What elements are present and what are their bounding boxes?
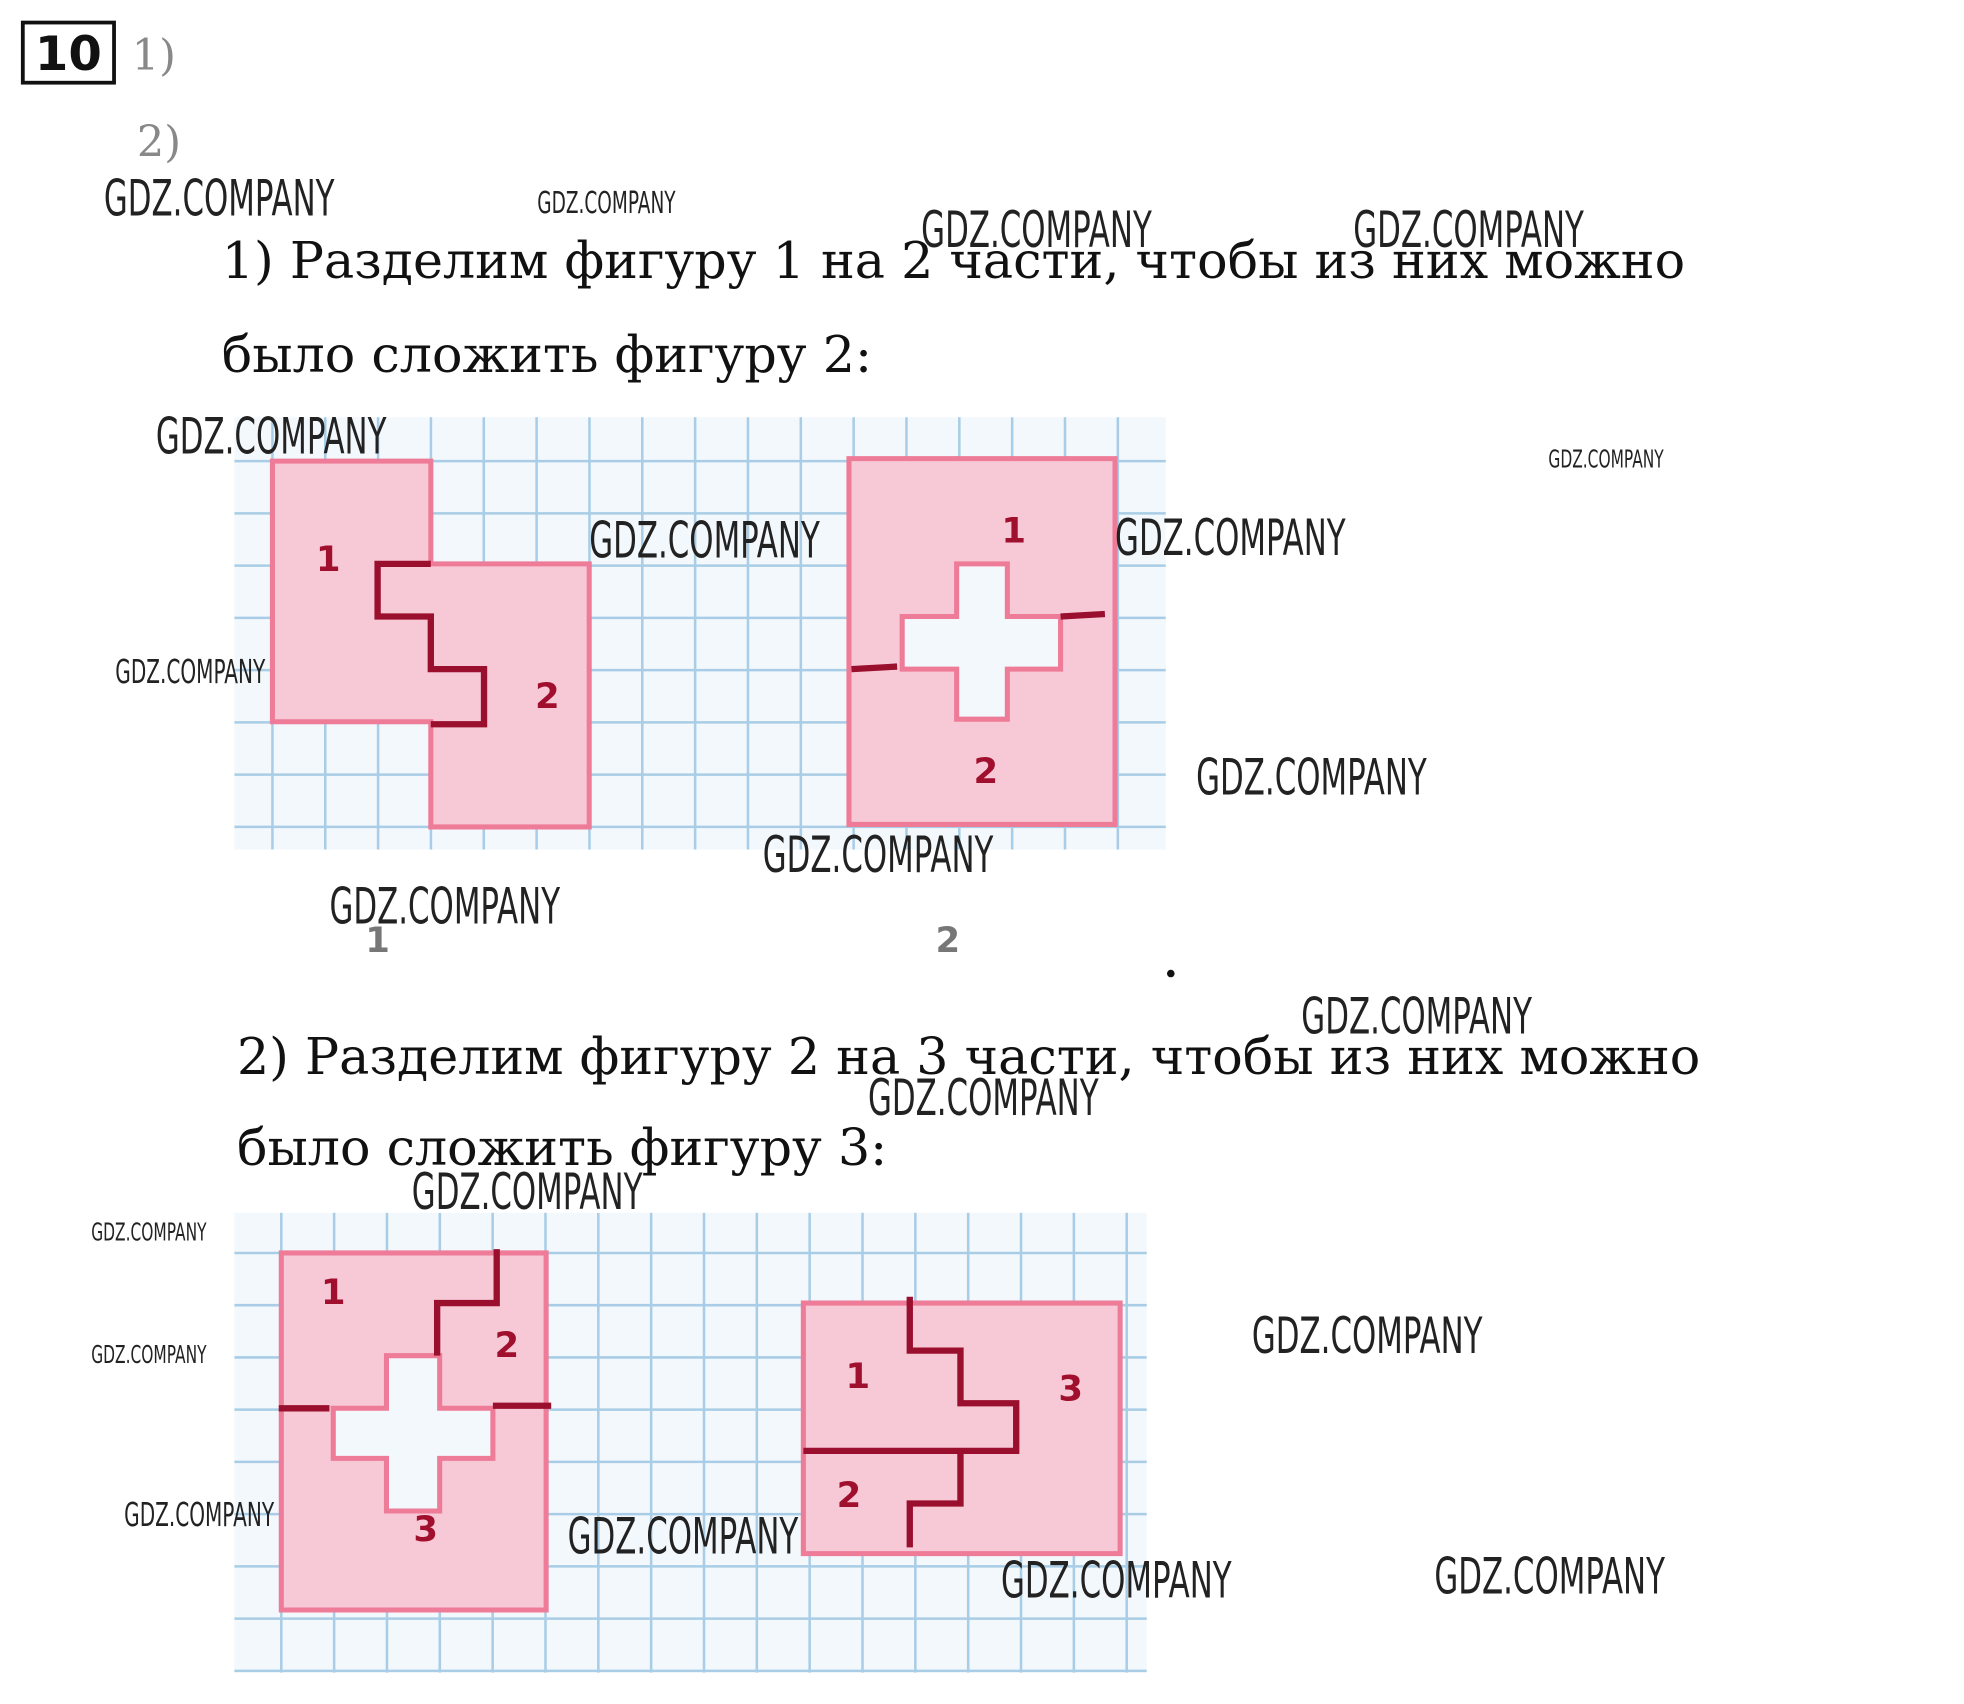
watermark: GDZ.COMPANY bbox=[921, 200, 1152, 259]
item-label: 1) bbox=[132, 31, 176, 81]
watermark: GDZ.COMPANY bbox=[868, 1068, 1099, 1127]
cut-line bbox=[374, 560, 488, 728]
cut-line bbox=[803, 1296, 1020, 1455]
figure-caption: 1 bbox=[365, 920, 390, 961]
cut-line bbox=[851, 663, 898, 673]
watermark: GDZ.COMPANY bbox=[1434, 1547, 1665, 1606]
figure-label: 3 bbox=[1058, 1369, 1083, 1410]
watermark: GDZ.COMPANY bbox=[1301, 987, 1532, 1046]
watermark: GDZ.COMPANY bbox=[537, 186, 676, 221]
figure-label: 3 bbox=[413, 1509, 438, 1550]
figure-caption: 2 bbox=[935, 920, 960, 961]
figure-label: 2 bbox=[535, 676, 560, 717]
cut-line bbox=[433, 1249, 500, 1356]
watermark: GDZ.COMPANY bbox=[156, 407, 387, 466]
figure-label: 2 bbox=[973, 751, 998, 792]
paragraph-line: 2) Разделим фигуру 2 на 3 части, чтобы и… bbox=[237, 1027, 1700, 1086]
figure-label: 2 bbox=[494, 1325, 519, 1366]
watermark: GDZ.COMPANY bbox=[763, 825, 994, 884]
watermarks: GDZ.COMPANY GDZ.COMPANY GDZ.COMPANY GDZ.COM… bbox=[91, 169, 1665, 1610]
cut-line bbox=[906, 1450, 964, 1548]
number-box bbox=[20, 20, 116, 85]
paragraph-line: было сложить фигуру 2: bbox=[222, 325, 872, 384]
watermark: GDZ.COMPANY bbox=[1196, 748, 1427, 807]
cross-hole bbox=[899, 561, 1064, 722]
watermark: GDZ.COMPANY bbox=[1353, 200, 1584, 259]
watermark: GDZ.COMPANY bbox=[1252, 1306, 1483, 1365]
figure-label: 2 bbox=[837, 1475, 862, 1516]
figure-label: 1 bbox=[845, 1356, 870, 1397]
cut-line bbox=[1060, 610, 1106, 620]
watermark: GDZ.COMPANY bbox=[1115, 508, 1346, 567]
figure-label: 1 bbox=[316, 539, 341, 580]
watermark: GDZ.COMPANY bbox=[104, 169, 335, 228]
figure-label: 1 bbox=[1001, 511, 1026, 552]
exercise-number: 10 bbox=[35, 27, 102, 82]
cross-hole bbox=[330, 1353, 496, 1514]
figure bbox=[800, 1300, 1123, 1557]
watermark: GDZ.COMPANY bbox=[124, 1496, 275, 1534]
watermark: GDZ.COMPANY bbox=[329, 877, 560, 936]
figure-label: 1 bbox=[321, 1272, 346, 1313]
item-label: 2) bbox=[137, 118, 181, 168]
watermark: GDZ.COMPANY bbox=[115, 653, 266, 691]
dot bbox=[1166, 969, 1175, 978]
paragraph-line: было сложить фигуру 3: bbox=[237, 1119, 887, 1178]
watermark: GDZ.COMPANY bbox=[91, 1340, 207, 1369]
paragraph-line: 1) Разделим фигуру 1 на 2 части, чтобы и… bbox=[222, 231, 1685, 290]
watermark: GDZ.COMPANY bbox=[568, 1507, 799, 1566]
watermark: GDZ.COMPANY bbox=[91, 1218, 207, 1247]
watermark: GDZ.COMPANY bbox=[589, 511, 820, 570]
watermark: GDZ.COMPANY bbox=[1001, 1551, 1232, 1610]
watermark: GDZ.COMPANY bbox=[412, 1162, 643, 1221]
watermark: GDZ.COMPANY bbox=[1548, 444, 1664, 473]
